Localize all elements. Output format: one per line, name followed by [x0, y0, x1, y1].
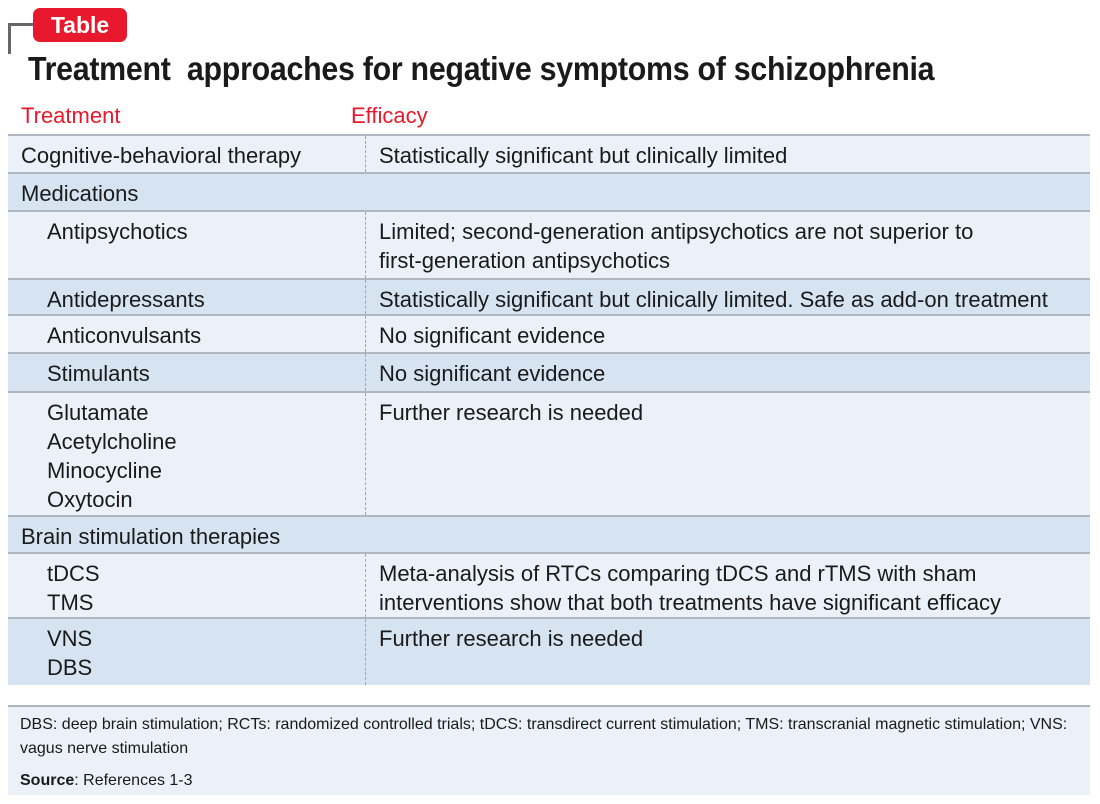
treatment-cell: Glutamate Acetylcholine Minocycline Oxytoci… — [8, 391, 366, 516]
efficacy-cell: Meta-analysis of RTCs comparing tDCS and… — [365, 552, 1090, 618]
treatment-cell: tDCS TMS — [8, 552, 366, 618]
table-row: Stimulants No significant evidence — [8, 352, 1090, 392]
source-label: Source — [20, 772, 75, 789]
column-header-efficacy: Efficacy — [351, 103, 428, 128]
table-row: Antidepressants Statistically significant… — [8, 278, 1090, 315]
treatment-line: TMS — [47, 590, 94, 615]
column-header-treatment: Treatment — [21, 103, 121, 128]
section-row: Brain stimulation therapies — [8, 515, 1090, 553]
efficacy-line: No significant evidence — [379, 361, 606, 386]
treatment-line: Anticonvulsants — [47, 323, 202, 348]
section-row: Medications — [8, 172, 1090, 211]
treatment-cell: Cognitive-behavioral therapy — [8, 134, 366, 173]
source-text: : References 1-3 — [74, 772, 193, 789]
efficacy-cell: No significant evidence — [365, 314, 1090, 353]
source-line: Source: References 1-3 — [20, 769, 1078, 793]
efficacy-line: No significant evidence — [379, 323, 606, 348]
treatment-line: Acetylcholine — [47, 429, 177, 454]
efficacy-line: Further research is needed — [379, 400, 644, 425]
efficacy-line: Meta-analysis of RTCs comparing tDCS and… — [379, 561, 977, 586]
efficacy-cell: Statistically significant but clinically… — [365, 134, 1090, 173]
treatment-line: Glutamate — [47, 400, 149, 425]
efficacy-line: first-generation antipsychotics — [379, 248, 671, 273]
title-bracket-decoration — [8, 23, 37, 54]
efficacy-line: Statistically significant but clinically… — [379, 287, 1048, 312]
efficacy-line: Statistically significant but clinically… — [379, 143, 788, 168]
footnote: DBS: deep brain stimulation; RCTs: rando… — [20, 716, 1068, 757]
efficacy-line: interventions show that both treatments … — [379, 590, 1002, 615]
table-footer: DBS: deep brain stimulation; RCTs: rando… — [8, 705, 1090, 795]
table-row: tDCS TMS Meta-analysis of RTCs comparing t… — [8, 552, 1090, 618]
efficacy-line: Limited; second-generation antipsychotic… — [379, 219, 974, 244]
table-row: Glutamate Acetylcholine Minocycline Oxytoci… — [8, 391, 1090, 516]
treatment-line: VNS — [47, 626, 93, 651]
section-heading: Brain stimulation therapies — [8, 515, 1090, 553]
efficacy-cell: Further research is needed — [365, 391, 1090, 516]
efficacy-cell: Statistically significant but clinically… — [365, 278, 1090, 315]
treatment-line: Cognitive-behavioral therapy — [21, 143, 302, 168]
table-row: VNS DBS Further research is needed — [8, 617, 1090, 685]
table-row: Cognitive-behavioral therapy Statisticall… — [8, 134, 1090, 173]
section-heading: Medications — [8, 172, 1090, 211]
efficacy-line: Further research is needed — [379, 626, 644, 651]
treatment-table: Cognitive-behavioral therapy Statisticall… — [8, 134, 1090, 685]
treatment-line: Antidepressants — [47, 287, 205, 312]
treatment-cell: Antidepressants — [8, 278, 366, 315]
table-row: Anticonvulsants No significant evidence — [8, 314, 1090, 353]
efficacy-cell: Further research is needed — [365, 617, 1090, 685]
treatment-cell: Stimulants — [8, 352, 366, 392]
treatment-line: DBS — [47, 655, 93, 680]
table-badge: Table — [33, 8, 127, 42]
treatment-line: Stimulants — [47, 361, 150, 386]
treatment-cell: VNS DBS — [8, 617, 366, 685]
treatment-line: Antipsychotics — [47, 219, 188, 244]
treatment-cell: Antipsychotics — [8, 210, 366, 279]
treatment-line: Minocycline — [47, 458, 162, 483]
page-title: Treatment approaches for negative sympto… — [28, 50, 935, 87]
treatment-line: Oxytocin — [47, 487, 133, 512]
efficacy-cell: Limited; second-generation antipsychotic… — [365, 210, 1090, 279]
table-row: Antipsychotics Limited; second-generation… — [8, 210, 1090, 279]
treatment-line: tDCS — [47, 561, 100, 586]
efficacy-cell: No significant evidence — [365, 352, 1090, 392]
treatment-cell: Anticonvulsants — [8, 314, 366, 353]
